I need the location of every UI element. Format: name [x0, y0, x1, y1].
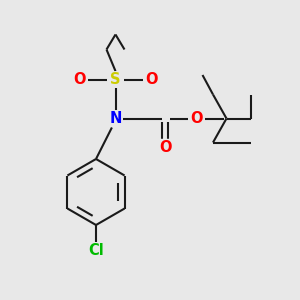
Text: S: S: [110, 72, 121, 87]
Text: O: O: [145, 72, 158, 87]
Text: O: O: [73, 72, 86, 87]
Text: O: O: [190, 111, 203, 126]
Text: N: N: [109, 111, 122, 126]
Text: O: O: [159, 140, 171, 154]
Text: Cl: Cl: [88, 243, 104, 258]
